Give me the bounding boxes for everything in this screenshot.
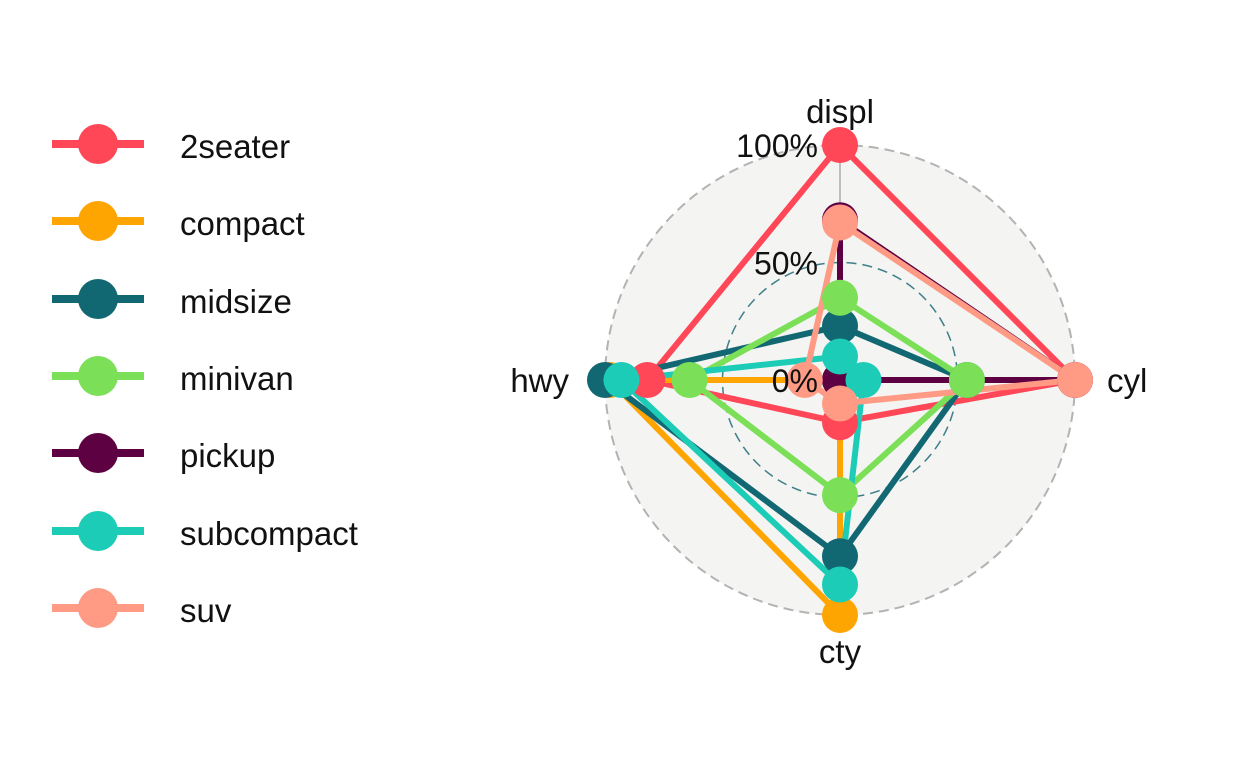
point-minivan-cty	[822, 477, 858, 514]
point-midsize-displ	[822, 307, 858, 344]
axis-label-cyl: cyl	[1107, 362, 1147, 399]
legend-dot-swatch	[78, 278, 118, 319]
axis-label-displ: displ	[806, 93, 874, 130]
grid-label-100-: 100%	[736, 128, 818, 164]
legend-dot-swatch	[78, 433, 118, 474]
legend-label: compact	[180, 205, 305, 243]
grid-label-0-: 0%	[772, 363, 818, 399]
point-suv-hwy	[786, 362, 823, 398]
grid-label-50-: 50%	[754, 246, 818, 282]
legend-label: pickup	[180, 437, 276, 475]
radar-labels: 0% 50% 100%displ cyl cty hwy	[510, 93, 1147, 670]
point-subcompact-displ	[822, 338, 858, 375]
legend-dot-swatch	[78, 355, 118, 396]
point-2seater-hwy	[629, 362, 666, 398]
legend-label: minivan	[180, 359, 294, 397]
axis-label-hwy: hwy	[510, 362, 569, 399]
legend-item-pickup: pickup	[40, 429, 420, 479]
legend-item-minivan: minivan	[40, 352, 420, 402]
point-minivan-cyl	[948, 362, 985, 398]
legend-dot-swatch	[78, 201, 118, 242]
point-2seater-displ	[822, 127, 858, 163]
legend-item-midsize: midsize	[40, 275, 420, 325]
legend-dot-swatch	[78, 124, 118, 164]
legend-item-suv: suv	[40, 584, 420, 634]
point-suv-cyl	[1057, 362, 1093, 398]
legend-label: midsize	[180, 282, 292, 320]
legend-label: subcompact	[180, 514, 358, 552]
legend-item-compact: compact	[40, 197, 420, 247]
legend-dot-swatch	[78, 510, 118, 551]
legend-dot-swatch	[78, 587, 118, 628]
point-midsize-cty	[822, 538, 858, 575]
point-subcompact-cty	[822, 566, 858, 603]
point-suv-displ	[822, 204, 858, 241]
point-suv-cty	[822, 385, 858, 422]
legend-label: 2seater	[180, 128, 291, 165]
legend-item-subcompact: subcompact	[40, 507, 420, 557]
point-subcompact-cyl	[845, 362, 882, 398]
radar-series	[587, 127, 1093, 633]
axis-label-cty: cty	[819, 633, 862, 670]
point-compact-cty	[822, 597, 858, 633]
point-minivan-hwy	[671, 362, 708, 398]
legend-item-2seater: 2seater	[40, 120, 420, 170]
legend-label: suv	[180, 591, 232, 629]
point-minivan-displ	[822, 279, 858, 316]
point-subcompact-hwy	[603, 362, 640, 398]
